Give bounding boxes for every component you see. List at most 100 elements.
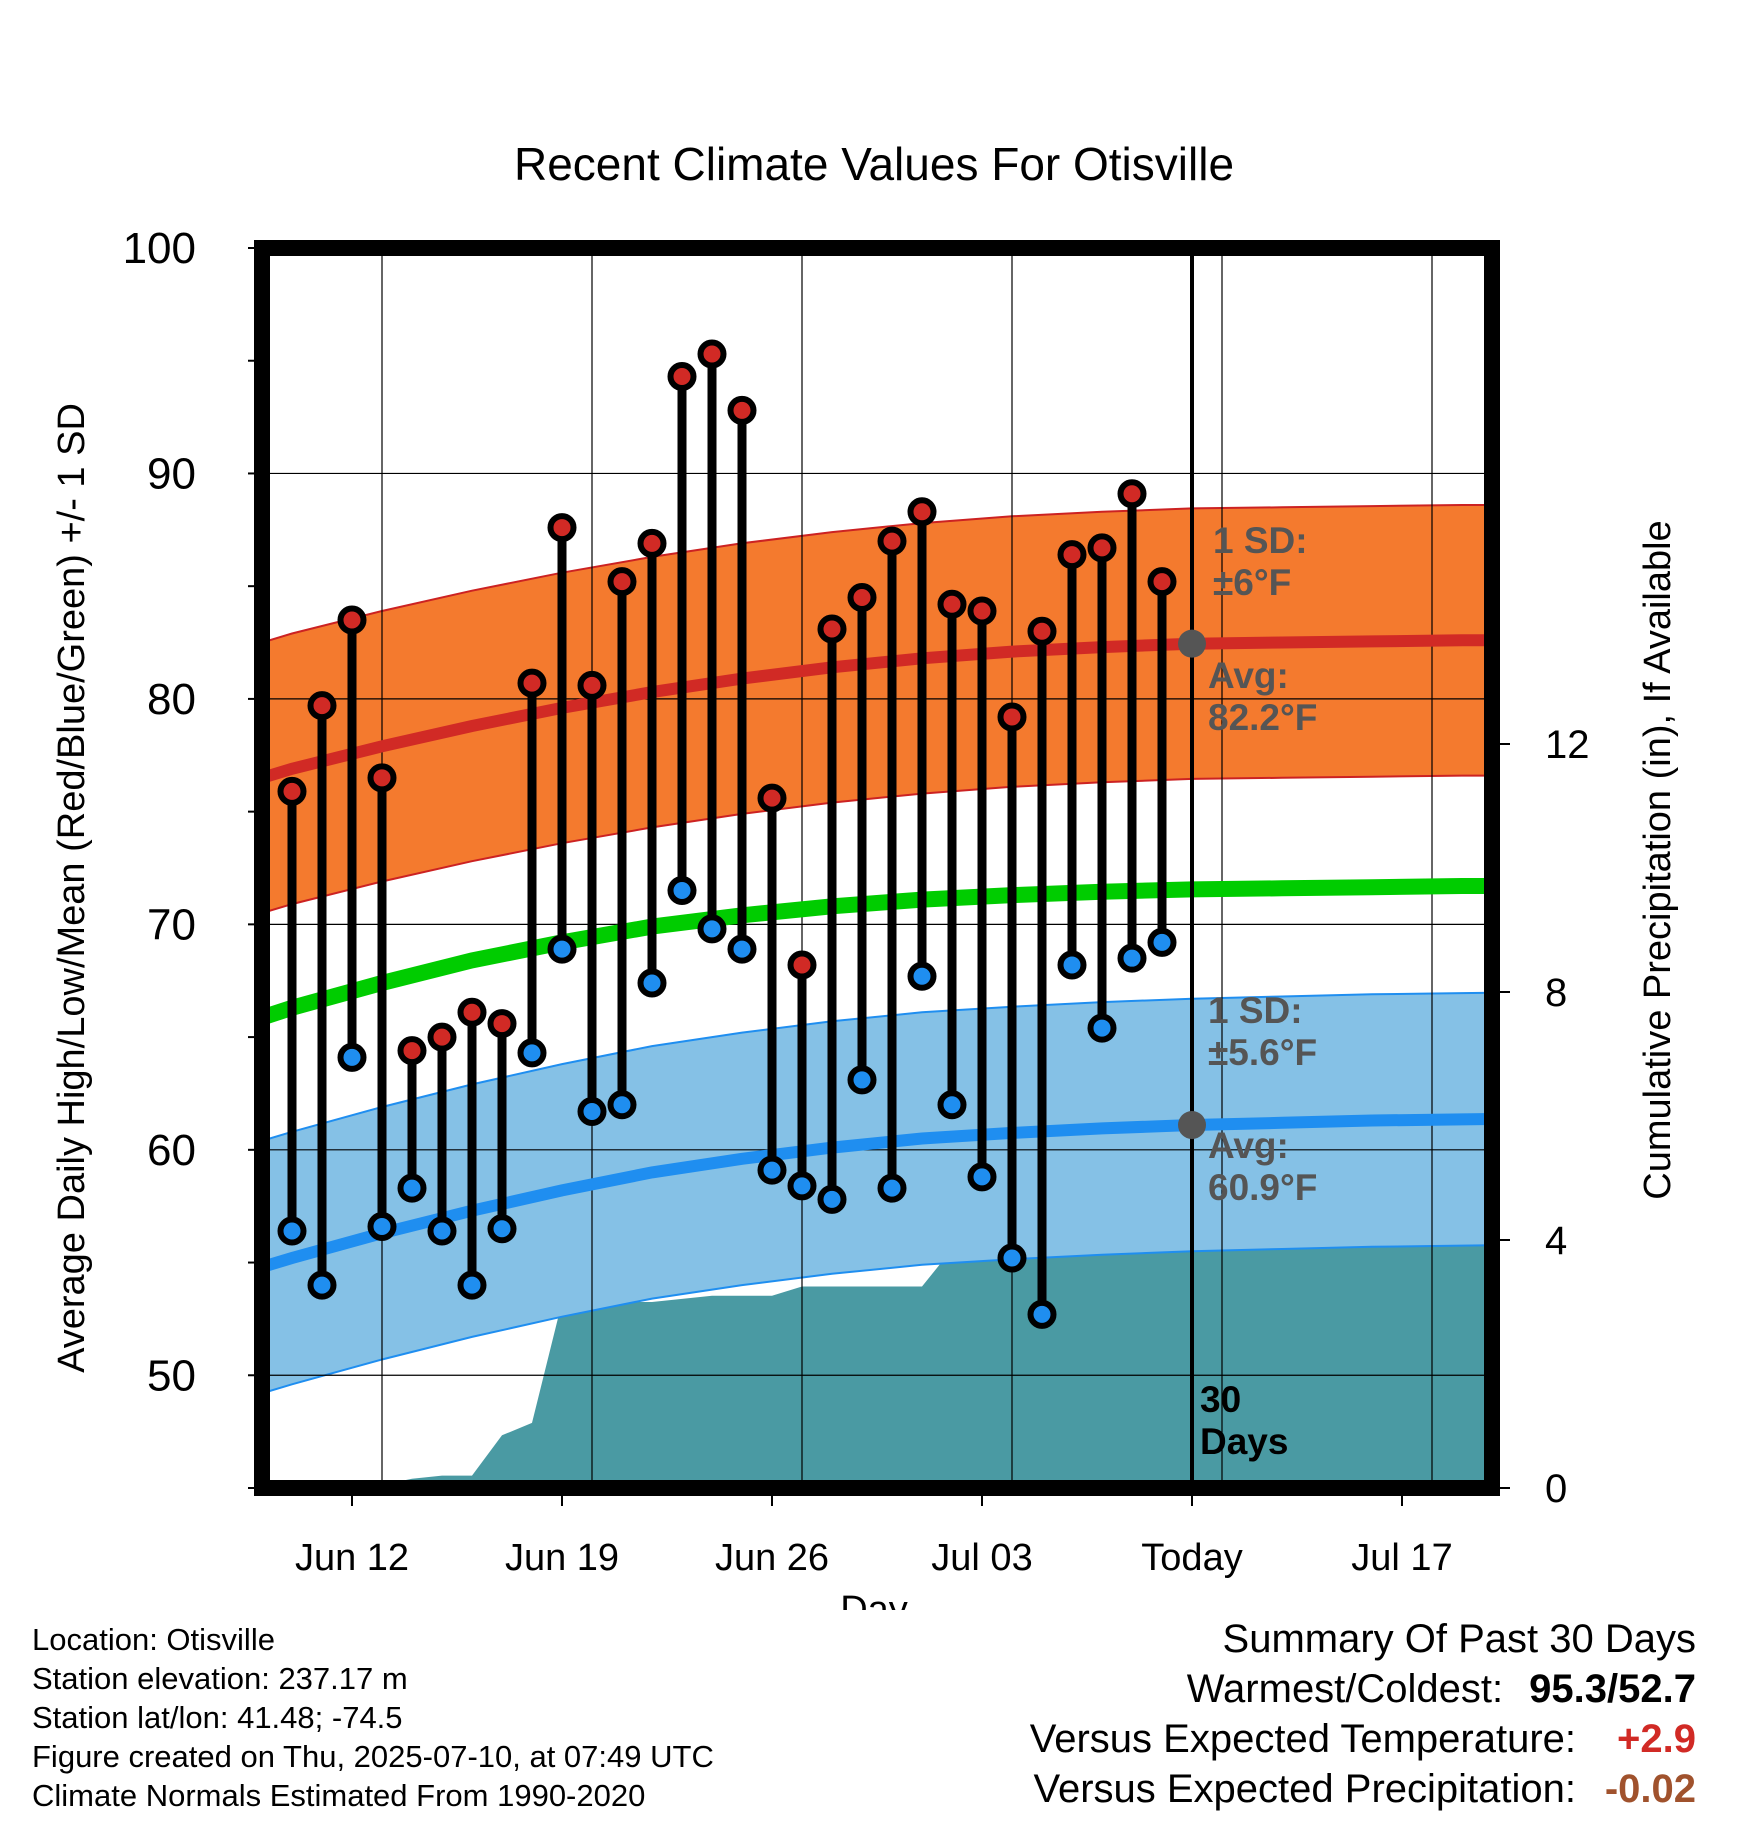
high-avg-annotation: Avg: 82.2°F bbox=[1208, 655, 1317, 738]
y2-tick-label: 0 bbox=[1545, 1467, 1567, 1511]
daily-high-point bbox=[577, 670, 607, 700]
daily-high-point bbox=[427, 1022, 457, 1052]
y2-axis-label: Cumulative Precipitation (in), If Availa… bbox=[1637, 520, 1679, 1199]
daily-low-point bbox=[1057, 950, 1087, 980]
x-tick-label: Jun 12 bbox=[295, 1537, 409, 1579]
daily-low-point bbox=[967, 1162, 997, 1192]
daily-high-point bbox=[1027, 616, 1057, 646]
daily-high-point bbox=[277, 776, 307, 806]
daily-low-point bbox=[907, 961, 937, 991]
daily-low-point bbox=[1027, 1299, 1057, 1329]
daily-high-point bbox=[1057, 540, 1087, 570]
climate-chart: Recent Climate Values For Otisville 1 SD… bbox=[51, 138, 1679, 1610]
daily-low-point bbox=[1147, 927, 1177, 957]
daily-low-point bbox=[757, 1155, 787, 1185]
y-tick-label: 70 bbox=[147, 900, 196, 949]
y-tick-label: 100 bbox=[123, 224, 196, 273]
x-tick-label: Jul 03 bbox=[931, 1537, 1032, 1579]
chart-title: Recent Climate Values For Otisville bbox=[514, 138, 1234, 190]
daily-high-point bbox=[487, 1009, 517, 1039]
precipitation-area bbox=[262, 1227, 1492, 1488]
coldest-value: /52.7 bbox=[1607, 1667, 1696, 1711]
warmest-coldest-row: Warmest/Coldest: 95.3/52.7 bbox=[1030, 1664, 1696, 1714]
warmest-coldest-label: Warmest/Coldest: bbox=[1186, 1667, 1504, 1711]
axes: 50 60 70 80 90 100 0 4 8 12 Jun 12 Jun 19 Jun 26 Jul … bbox=[123, 224, 1590, 1579]
daily-low-point bbox=[607, 1090, 637, 1120]
daily-high-point bbox=[727, 395, 757, 425]
days-annotation: 30 Days bbox=[1200, 1379, 1288, 1462]
y2-tick-label: 8 bbox=[1545, 971, 1567, 1015]
daily-high-point bbox=[547, 513, 577, 543]
daily-low-point bbox=[337, 1042, 367, 1072]
normal-high-line bbox=[262, 634, 1492, 785]
x-tick-label: Jun 19 bbox=[505, 1537, 619, 1579]
location-text: Location: Otisville bbox=[32, 1622, 275, 1657]
daily-high-point bbox=[307, 691, 337, 721]
daily-low-point bbox=[817, 1184, 847, 1214]
daily-high-point bbox=[937, 589, 967, 619]
daily-low-point bbox=[727, 934, 757, 964]
daily-high-point bbox=[997, 702, 1027, 732]
x-tick-label: Jun 26 bbox=[715, 1537, 829, 1579]
coldest-number: 52.7 bbox=[1618, 1667, 1696, 1711]
daily-high-point bbox=[1147, 567, 1177, 597]
low-sd-annotation: 1 SD: ±5.6°F bbox=[1208, 990, 1317, 1073]
daily-low-point bbox=[847, 1065, 877, 1095]
plot-clip-group bbox=[262, 248, 1492, 1488]
summary-title: Summary Of Past 30 Days bbox=[1222, 1617, 1696, 1661]
today-high-avg-marker bbox=[1178, 629, 1206, 658]
plot-area: 1 SD: ±6°F Avg: 82.2°F 1 SD: ±5.6°F Avg: 60.9°F… bbox=[262, 248, 1492, 1488]
daily-low-point bbox=[487, 1214, 517, 1244]
x-tick-label: Today bbox=[1141, 1537, 1242, 1579]
daily-high-point bbox=[757, 783, 787, 813]
latlon-text: Station lat/lon: 41.48; -74.5 bbox=[32, 1700, 403, 1735]
daily-low-point bbox=[787, 1171, 817, 1201]
daily-values bbox=[277, 339, 1177, 1329]
daily-low-point bbox=[877, 1173, 907, 1203]
grid-lines bbox=[262, 248, 1492, 1488]
daily-low-point bbox=[637, 968, 667, 998]
daily-high-point bbox=[397, 1036, 427, 1066]
high-sd-band bbox=[262, 504, 1492, 915]
y2-tick-label: 4 bbox=[1545, 1219, 1567, 1263]
normal-low-line bbox=[262, 1113, 1492, 1274]
created-text: Figure created on Thu, 2025-07-10, at 07… bbox=[32, 1739, 714, 1774]
daily-high-point bbox=[877, 526, 907, 556]
daily-high-point bbox=[337, 605, 367, 635]
daily-low-point bbox=[577, 1096, 607, 1126]
temperature-anomaly-row: Versus Expected Temperature: +2.9 bbox=[1030, 1714, 1696, 1764]
daily-high-point bbox=[367, 763, 397, 793]
temperature-anomaly-label: Versus Expected Temperature: bbox=[1029, 1717, 1576, 1761]
daily-high-point bbox=[457, 997, 487, 1027]
daily-high-point bbox=[1087, 533, 1117, 563]
precipitation-anomaly-label: Versus Expected Precipitation: bbox=[1033, 1767, 1576, 1811]
daily-high-point bbox=[697, 339, 727, 369]
daily-low-point bbox=[367, 1211, 397, 1241]
daily-low-point bbox=[277, 1216, 307, 1246]
daily-low-point bbox=[1087, 1013, 1117, 1043]
x-tick-label: Jul 17 bbox=[1351, 1537, 1452, 1579]
elevation-text: Station elevation: 237.17 m bbox=[32, 1661, 408, 1696]
daily-high-point bbox=[667, 362, 697, 392]
y-axis-label: Average Daily High/Low/Mean (Red/Blue/Gr… bbox=[51, 403, 93, 1373]
daily-low-point bbox=[517, 1038, 547, 1068]
plot-frame bbox=[254, 240, 1500, 1496]
y2-tick-label: 12 bbox=[1545, 723, 1590, 767]
temperature-anomaly-value: +2.9 bbox=[1617, 1717, 1696, 1761]
normal-mean-line bbox=[262, 878, 1492, 1026]
y-tick-label: 80 bbox=[147, 675, 196, 724]
daily-high-point bbox=[967, 596, 997, 626]
y-tick-label: 50 bbox=[147, 1351, 196, 1400]
daily-high-point bbox=[907, 497, 937, 527]
today-low-avg-marker bbox=[1178, 1111, 1206, 1140]
warmest-value: 95.3 bbox=[1529, 1667, 1608, 1711]
daily-low-point bbox=[427, 1216, 457, 1246]
y-tick-label: 60 bbox=[147, 1126, 196, 1175]
precipitation-anomaly-value: -0.02 bbox=[1604, 1767, 1696, 1811]
daily-high-point bbox=[847, 582, 877, 612]
x-axis-label: Day bbox=[840, 1589, 908, 1610]
normals-text: Climate Normals Estimated From 1990-2020 bbox=[32, 1778, 646, 1813]
daily-high-point bbox=[817, 614, 847, 644]
daily-low-point bbox=[997, 1243, 1027, 1273]
daily-low-point bbox=[547, 934, 577, 964]
